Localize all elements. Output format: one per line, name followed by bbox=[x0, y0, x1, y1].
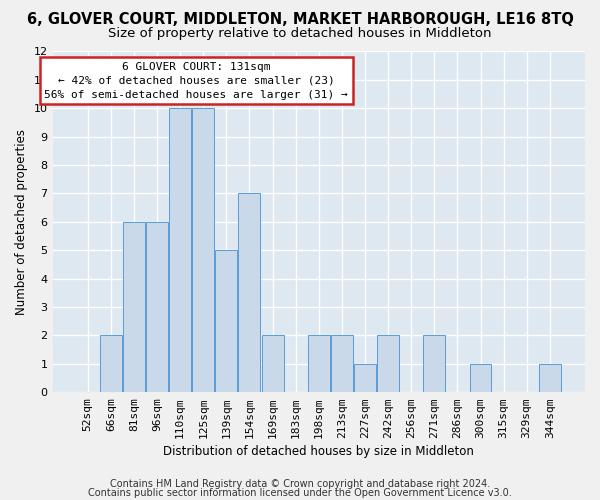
Bar bbox=[146, 222, 168, 392]
Bar bbox=[354, 364, 376, 392]
Bar bbox=[215, 250, 238, 392]
Bar bbox=[308, 336, 330, 392]
Text: Size of property relative to detached houses in Middleton: Size of property relative to detached ho… bbox=[108, 28, 492, 40]
Bar bbox=[470, 364, 491, 392]
Bar bbox=[100, 336, 122, 392]
Bar bbox=[331, 336, 353, 392]
Text: 6, GLOVER COURT, MIDDLETON, MARKET HARBOROUGH, LE16 8TQ: 6, GLOVER COURT, MIDDLETON, MARKET HARBO… bbox=[26, 12, 574, 28]
Text: Contains HM Land Registry data © Crown copyright and database right 2024.: Contains HM Land Registry data © Crown c… bbox=[110, 479, 490, 489]
Bar bbox=[424, 336, 445, 392]
Text: Contains public sector information licensed under the Open Government Licence v3: Contains public sector information licen… bbox=[88, 488, 512, 498]
Text: 6 GLOVER COURT: 131sqm
← 42% of detached houses are smaller (23)
56% of semi-det: 6 GLOVER COURT: 131sqm ← 42% of detached… bbox=[44, 62, 348, 100]
Bar bbox=[539, 364, 561, 392]
Bar bbox=[169, 108, 191, 392]
Bar bbox=[123, 222, 145, 392]
Bar bbox=[192, 108, 214, 392]
Y-axis label: Number of detached properties: Number of detached properties bbox=[15, 129, 28, 315]
Bar bbox=[377, 336, 399, 392]
X-axis label: Distribution of detached houses by size in Middleton: Distribution of detached houses by size … bbox=[163, 444, 474, 458]
Bar bbox=[262, 336, 284, 392]
Bar bbox=[238, 194, 260, 392]
